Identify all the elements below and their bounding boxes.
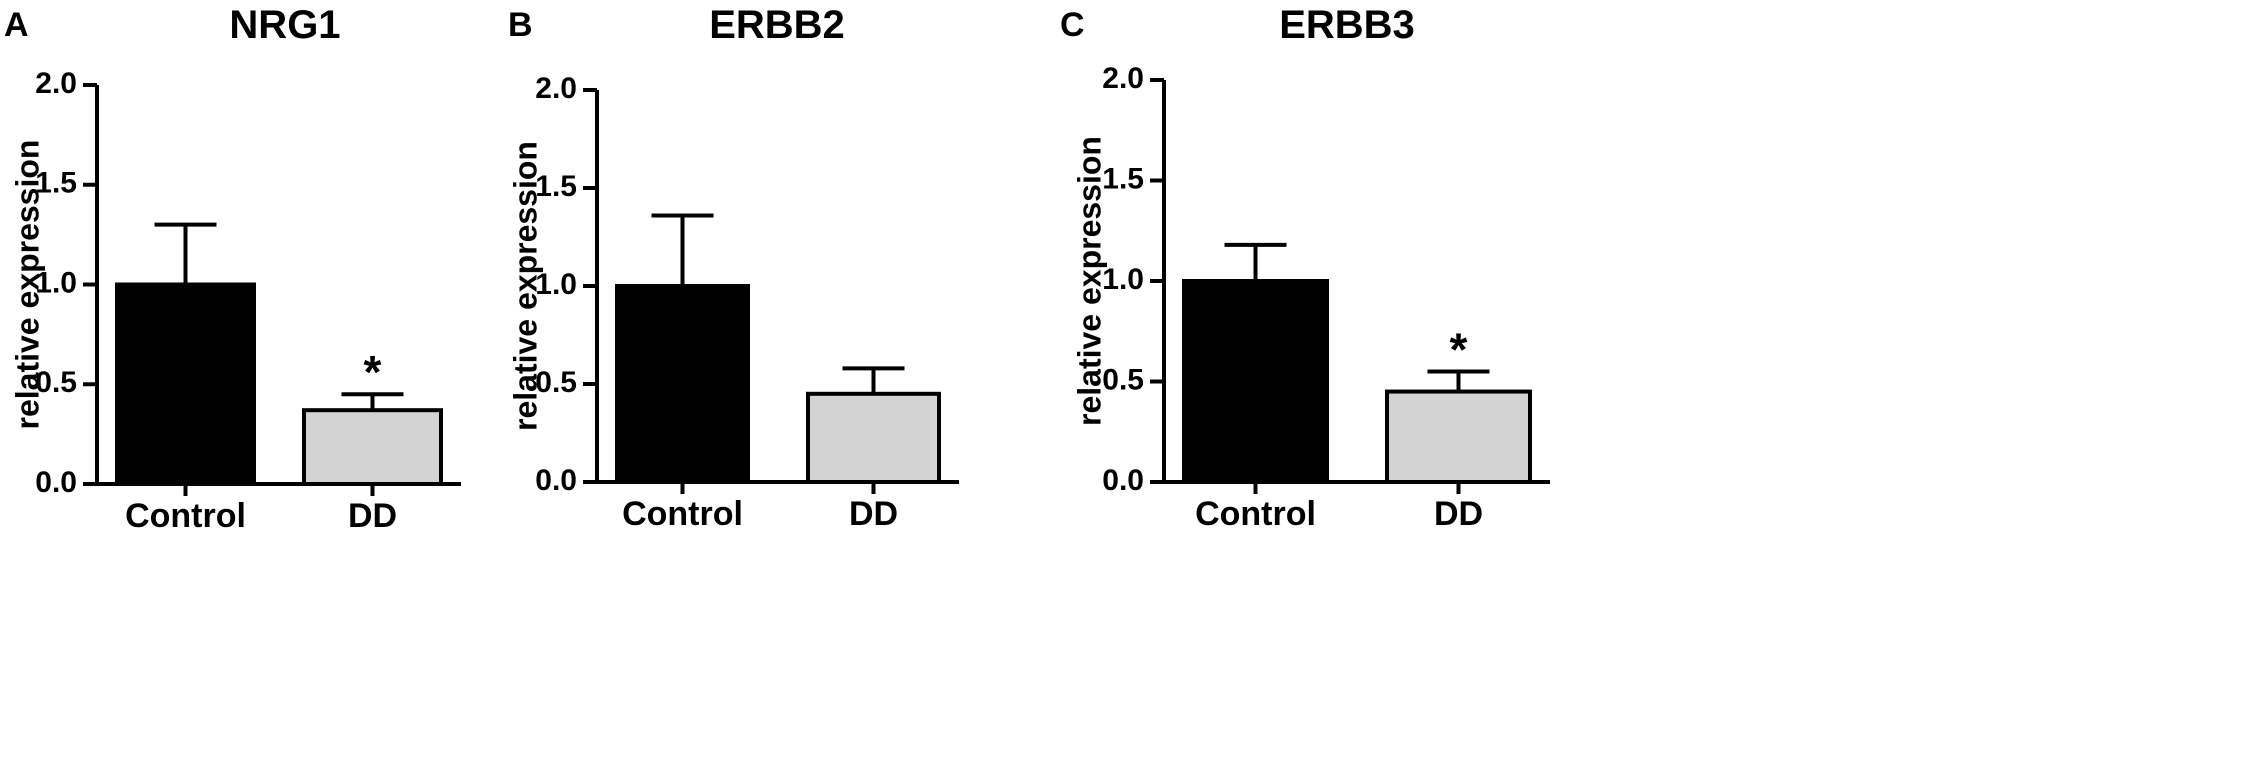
x-tick-label: DD xyxy=(849,495,898,533)
y-tick-label: 1.5 xyxy=(35,167,77,200)
x-tick-label: DD xyxy=(348,497,397,535)
y-tick-label: 0.5 xyxy=(1102,363,1144,396)
panel-a: A NRG1 relative expression Control * DD 0.0 0.5… xyxy=(4,3,461,535)
x-tick-label: Control xyxy=(622,495,743,533)
y-tick-label: 2.0 xyxy=(1102,62,1144,95)
y-tick-label: 1.0 xyxy=(1102,263,1144,296)
x-tick-label: Control xyxy=(1195,495,1316,533)
panel-c: C ERBB3 relative expression Control * DD 0.0 0.… xyxy=(1060,3,1550,533)
panel-letter: B xyxy=(508,6,533,44)
significance-marker: * xyxy=(1450,323,1468,375)
y-axis-label: relative expression xyxy=(1071,136,1107,426)
y-tick-label: 0.0 xyxy=(1102,464,1144,497)
bar-control xyxy=(115,282,256,486)
chart-title: ERBB3 xyxy=(1279,3,1415,47)
x-tick-label: Control xyxy=(125,497,246,535)
x-tick-label: DD xyxy=(1434,495,1483,533)
y-axis-label: relative expression xyxy=(507,141,543,431)
y-tick-label: 1.5 xyxy=(1102,162,1144,195)
panel-letter: C xyxy=(1060,6,1085,44)
y-tick-label: 0.5 xyxy=(35,366,77,399)
y-tick-label: 1.0 xyxy=(35,266,77,299)
bar-control xyxy=(615,284,750,484)
panel-b: B ERBB2 relative expression Control DD 0.0 0.5… xyxy=(507,3,959,533)
y-tick-label: 2.0 xyxy=(35,67,77,100)
bar-dd xyxy=(1385,389,1532,484)
bar-dd xyxy=(806,391,941,484)
panel-letter: A xyxy=(4,6,29,44)
y-axis-label: relative expression xyxy=(9,140,45,430)
chart-title: NRG1 xyxy=(229,3,340,47)
bar-control xyxy=(1182,279,1329,484)
bar-dd xyxy=(302,408,443,486)
y-tick-label: 0.5 xyxy=(535,366,577,399)
y-tick-label: 1.0 xyxy=(535,268,577,301)
y-tick-label: 0.0 xyxy=(535,464,577,497)
significance-marker: * xyxy=(364,346,382,398)
y-tick-label: 0.0 xyxy=(35,466,77,499)
y-tick-label: 1.5 xyxy=(535,170,577,203)
chart-title: ERBB2 xyxy=(709,3,845,47)
y-tick-label: 2.0 xyxy=(535,72,577,105)
